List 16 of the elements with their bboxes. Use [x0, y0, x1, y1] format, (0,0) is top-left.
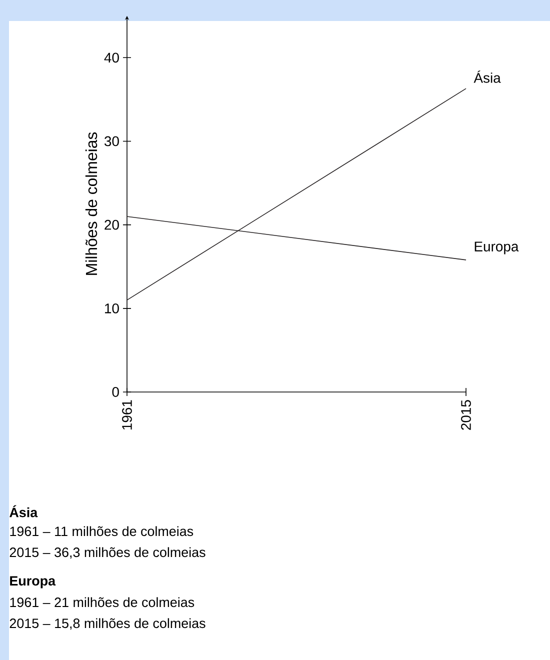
y-tick-label: 10	[105, 303, 119, 314]
text: Europa	[10, 576, 56, 588]
x-tick-label: 1961	[122, 400, 132, 430]
text: 2015 – 36,3 milhões de colmeias	[10, 547, 206, 559]
series-label: Ásia	[474, 70, 501, 83]
text: Ásia	[10, 505, 38, 518]
y-tick-label: 40	[104, 52, 119, 63]
y-tick-label: 0	[112, 387, 119, 397]
y-axis-title: Milhões de colmeias	[85, 132, 98, 275]
series-label: Europa	[474, 242, 519, 254]
x-tick-label: 2015	[461, 400, 471, 430]
text: 2015 – 15,8 milhões de colmeias	[10, 618, 206, 630]
text: 1961 – 11 milhões de colmeias	[10, 526, 194, 536]
y-tick-label: 30	[104, 136, 119, 146]
y-tick-label: 20	[104, 220, 119, 230]
text: 1961 – 21 milhões de colmeias	[10, 597, 194, 608]
